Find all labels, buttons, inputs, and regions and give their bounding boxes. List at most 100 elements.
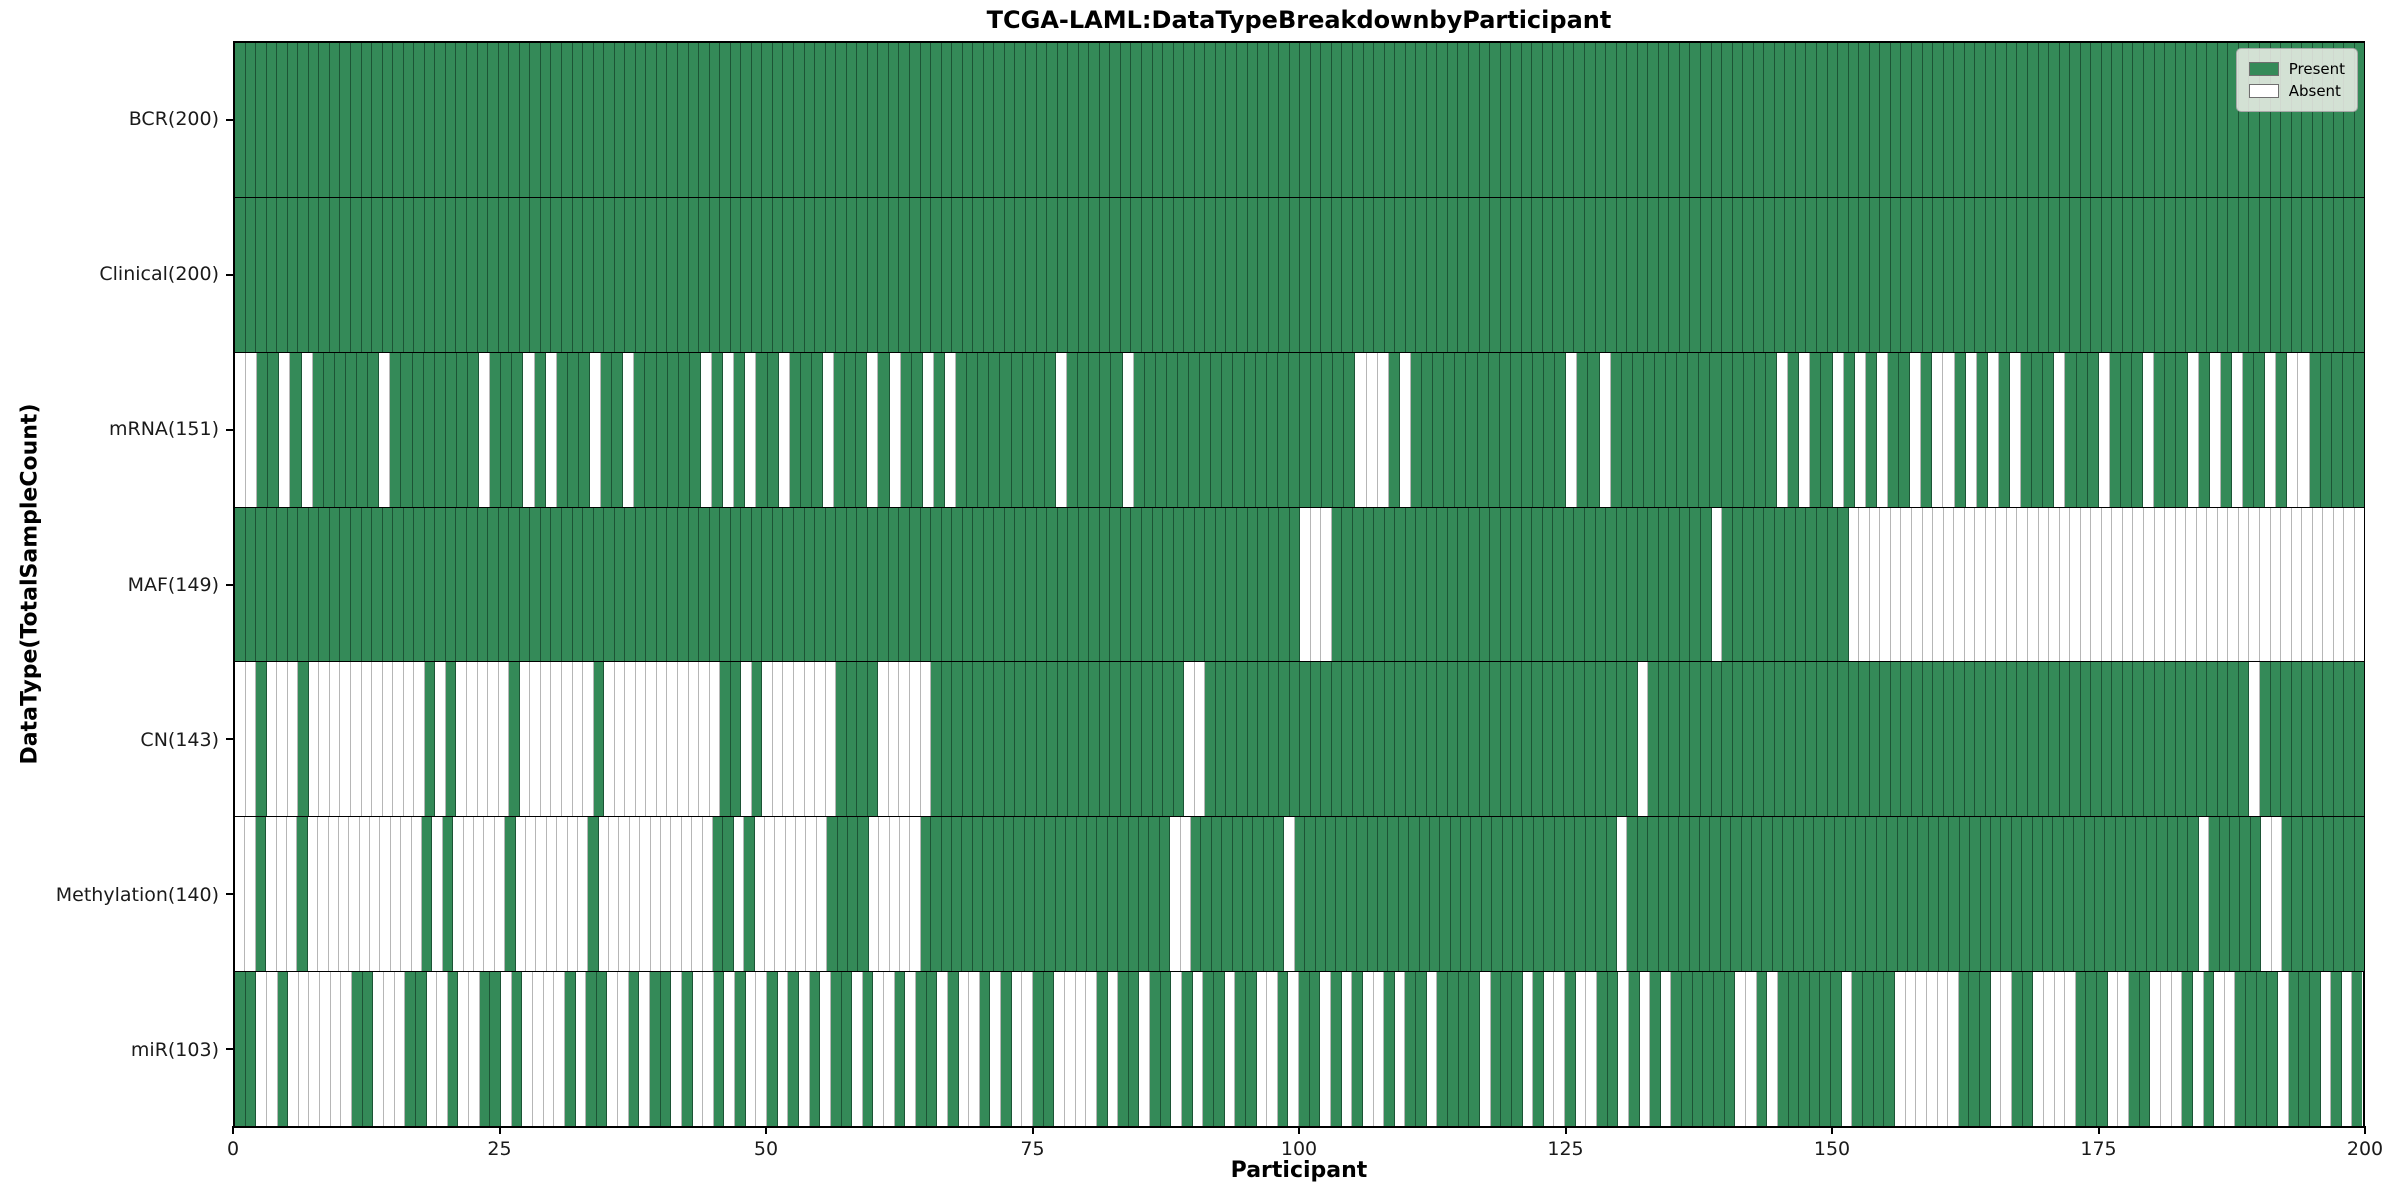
- absent-cell: [266, 972, 278, 1127]
- present-cell: [1753, 197, 1765, 352]
- present-cell: [1330, 972, 1342, 1127]
- absent-cell: [370, 817, 381, 972]
- absent-cell: [2224, 972, 2236, 1127]
- present-cell: [2254, 352, 2266, 507]
- present-cell: [1774, 507, 1786, 662]
- present-cell: [1163, 197, 1174, 352]
- present-cell: [1232, 817, 1243, 972]
- present-cell: [1721, 352, 1733, 507]
- present-cell: [1943, 662, 1955, 817]
- present-cell: [1627, 43, 1638, 197]
- present-cell: [2032, 352, 2044, 507]
- present-cell: [867, 507, 879, 662]
- absent-cell: [688, 662, 700, 817]
- legend-label-absent: Absent: [2288, 82, 2341, 100]
- present-cell: [498, 197, 510, 352]
- present-cell: [1426, 197, 1438, 352]
- present-cell: [723, 817, 734, 972]
- absent-cell: [806, 817, 817, 972]
- present-cell: [414, 43, 425, 197]
- y-tick-label-Methylation: Methylation(140): [55, 884, 219, 907]
- y-tick-label-mRNA: mRNA(151): [108, 418, 219, 441]
- present-cell: [656, 352, 668, 507]
- present-cell: [1722, 507, 1733, 662]
- present-cell: [1764, 197, 1775, 352]
- present-cell: [1701, 43, 1712, 197]
- present-cell: [2017, 197, 2028, 352]
- absent-cell: [945, 352, 957, 507]
- absent-cell: [2281, 507, 2292, 662]
- absent-cell: [1373, 972, 1385, 1127]
- present-cell: [699, 43, 710, 197]
- present-cell: [1991, 817, 2002, 972]
- present-cell: [1099, 197, 1111, 352]
- present-cell: [1244, 352, 1256, 507]
- present-cell: [424, 662, 436, 817]
- present-cell: [1958, 972, 1970, 1127]
- present-cell: [2333, 817, 2345, 972]
- present-cell: [951, 817, 963, 972]
- absent-cell: [2038, 507, 2050, 662]
- absent-cell: [2260, 507, 2271, 662]
- absent-cell: [990, 972, 1002, 1127]
- present-cell: [1173, 43, 1185, 197]
- present-cell: [2323, 817, 2334, 972]
- absent-cell: [1479, 972, 1491, 1127]
- absent-cell: [330, 972, 342, 1127]
- present-cell: [1803, 817, 1815, 972]
- absent-cell: [635, 662, 647, 817]
- present-cell: [1817, 197, 1828, 352]
- present-cell: [1701, 507, 1712, 662]
- present-cell: [678, 352, 690, 507]
- present-cell: [962, 507, 974, 662]
- present-cell: [1585, 662, 1596, 817]
- present-cell: [1595, 662, 1607, 817]
- present-cell: [2186, 197, 2197, 352]
- present-cell: [634, 352, 646, 507]
- absent-cell: [1224, 972, 1236, 1127]
- present-cell: [2126, 817, 2137, 972]
- present-cell: [511, 972, 523, 1127]
- present-cell: [2344, 817, 2355, 972]
- present-cell: [1448, 972, 1459, 1127]
- present-cell: [1911, 662, 1923, 817]
- absent-cell: [878, 662, 889, 817]
- present-cell: [488, 43, 499, 197]
- present-cell: [973, 197, 984, 352]
- absent-cell: [1964, 507, 1976, 662]
- absent-cell: [723, 352, 735, 507]
- present-cell: [1939, 817, 1950, 972]
- present-cell: [614, 43, 626, 197]
- present-cell: [1468, 507, 1480, 662]
- present-cell: [1099, 662, 1111, 817]
- present-cell: [2242, 352, 2255, 507]
- absent-cell: [889, 817, 900, 972]
- absent-cell: [900, 817, 911, 972]
- present-cell: [962, 662, 974, 817]
- present-cell: [266, 197, 278, 352]
- present-cell: [1076, 817, 1088, 972]
- present-cell: [1574, 507, 1585, 662]
- absent-cell: [889, 352, 901, 507]
- present-cell: [1585, 197, 1596, 352]
- absent-cell: [2214, 972, 2225, 1127]
- present-cell: [1447, 507, 1459, 662]
- absent-cell: [1320, 972, 1331, 1127]
- absent-cell: [2054, 352, 2066, 507]
- present-cell: [1057, 507, 1069, 662]
- x-tick-label: 200: [2346, 1138, 2384, 1160]
- present-cell: [1352, 43, 1364, 197]
- present-cell: [1985, 197, 1997, 352]
- present-cell: [1395, 507, 1406, 662]
- present-cell: [1426, 507, 1438, 662]
- present-cell: [1490, 972, 1502, 1127]
- present-cell: [2344, 197, 2355, 352]
- absent-cell: [551, 662, 562, 817]
- present-cell: [941, 43, 953, 197]
- present-cell: [1087, 817, 1098, 972]
- present-cell: [1111, 352, 1123, 507]
- present-cell: [1128, 817, 1139, 972]
- present-cell: [361, 507, 373, 662]
- present-cell: [1774, 662, 1786, 817]
- absent-cell: [2160, 972, 2172, 1127]
